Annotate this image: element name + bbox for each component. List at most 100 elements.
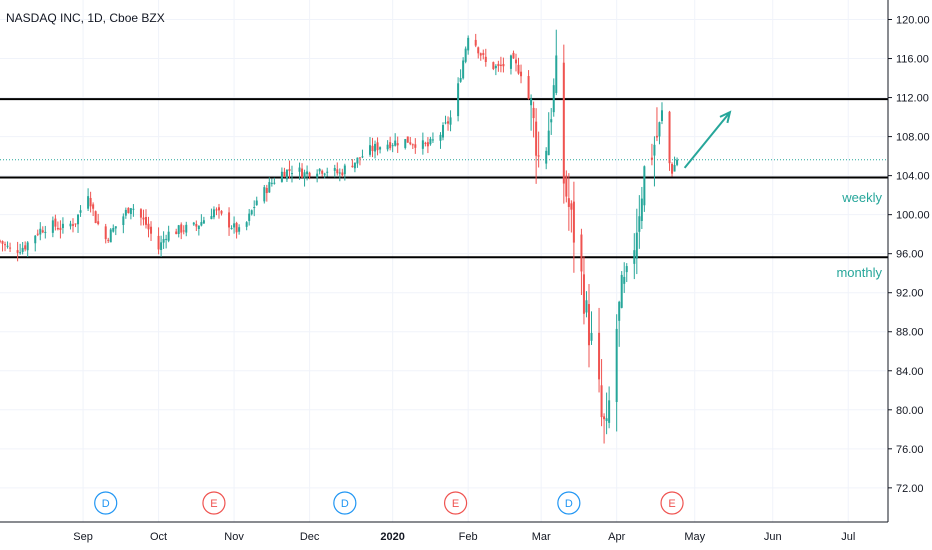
candle-up — [676, 159, 679, 165]
candle-down — [358, 157, 361, 159]
candle-up — [608, 400, 611, 423]
y-tick-label: 96.00 — [896, 249, 924, 261]
earnings-marker[interactable] — [443, 491, 468, 515]
candle-down — [537, 155, 540, 157]
candle-up — [316, 173, 319, 178]
dividend-marker[interactable] — [94, 491, 118, 515]
x-tick-label: Oct — [150, 531, 167, 543]
candle-up — [270, 182, 273, 184]
candle-up — [124, 209, 127, 216]
candle-down — [104, 226, 107, 240]
candle-up — [545, 150, 548, 164]
candle-down — [572, 201, 575, 243]
candle-down — [0, 240, 2, 242]
x-tick-label: Dec — [300, 531, 320, 543]
y-tick-label: 100.00 — [896, 210, 930, 222]
candle-up — [338, 172, 341, 174]
candle-down — [54, 218, 57, 227]
candle-down — [220, 210, 223, 214]
candle-down — [532, 107, 535, 119]
earnings-marker[interactable] — [202, 491, 226, 515]
candle-up — [212, 209, 215, 218]
earnings-marker[interactable] — [660, 491, 684, 515]
candle-down — [4, 244, 7, 246]
candle-down — [341, 172, 344, 176]
y-tick-label: 104.00 — [896, 171, 930, 183]
candle-up — [61, 223, 64, 229]
candle-up — [374, 143, 377, 152]
candle-up — [441, 125, 445, 138]
candle-down — [107, 239, 110, 241]
dividend-marker-label: D — [341, 498, 349, 510]
candle-down — [570, 203, 573, 210]
candle-up — [122, 216, 125, 226]
candle-down — [59, 227, 62, 230]
candle-up — [457, 83, 460, 117]
candle-up — [555, 55, 558, 93]
candle-down — [144, 216, 147, 225]
candle-up — [167, 231, 170, 241]
candle-down — [94, 211, 97, 224]
y-tick-label: 92.00 — [896, 288, 924, 300]
grid — [0, 0, 886, 522]
candle-down — [71, 224, 75, 226]
candle-up — [185, 224, 188, 233]
candle-up — [298, 167, 301, 172]
candle-down — [389, 142, 392, 149]
candle-down — [97, 221, 100, 225]
candle-up — [26, 242, 29, 251]
candle-down — [424, 142, 427, 144]
candle-up — [19, 252, 22, 254]
candle-down — [567, 198, 570, 207]
horizontal-levels[interactable]: 105.63111.84103.8195.64 — [0, 91, 932, 266]
candle-up — [34, 235, 37, 244]
candle-up — [109, 229, 112, 243]
candle-down — [477, 47, 480, 54]
candle-up — [368, 145, 372, 155]
candle-up — [44, 231, 47, 233]
dividend-marker[interactable] — [557, 491, 581, 515]
candle-down — [36, 233, 39, 235]
candle-up — [69, 223, 72, 227]
candle-down — [600, 385, 603, 418]
candle-up — [233, 223, 236, 228]
y-tick-label: 88.00 — [896, 327, 924, 339]
candle-up — [129, 208, 132, 215]
y-tick-label: 112.00 — [896, 93, 929, 105]
candle-down — [182, 230, 185, 232]
candle-up — [509, 55, 512, 69]
candle-up — [494, 65, 497, 69]
candle-up — [160, 242, 163, 251]
y-tick-label: 76.00 — [896, 444, 924, 456]
candle-up — [640, 198, 643, 221]
candle-up — [177, 225, 180, 234]
candle-up — [623, 276, 626, 284]
x-tick-label: May — [684, 531, 705, 543]
earnings-marker-label: E — [452, 498, 459, 510]
candle-up — [462, 60, 465, 79]
trend-arrow — [683, 111, 731, 169]
candle-down — [74, 223, 77, 225]
candle-up — [653, 144, 656, 156]
candle-down — [283, 171, 286, 178]
candle-down — [447, 121, 450, 124]
candle-down — [157, 235, 160, 250]
candle-down — [288, 168, 291, 172]
candle-up — [421, 140, 424, 149]
candle-up — [618, 301, 621, 321]
dividend-marker[interactable] — [333, 491, 357, 515]
candle-up — [6, 245, 9, 247]
candle-down — [479, 53, 482, 56]
candle-down — [406, 136, 409, 143]
candles — [0, 29, 679, 444]
candle-down — [371, 145, 374, 152]
x-tick-label: Sep — [73, 531, 93, 543]
candle-up — [459, 77, 462, 82]
y-tick-label: 84.00 — [896, 366, 924, 378]
candle-up — [386, 144, 389, 150]
candle-up — [615, 328, 618, 403]
